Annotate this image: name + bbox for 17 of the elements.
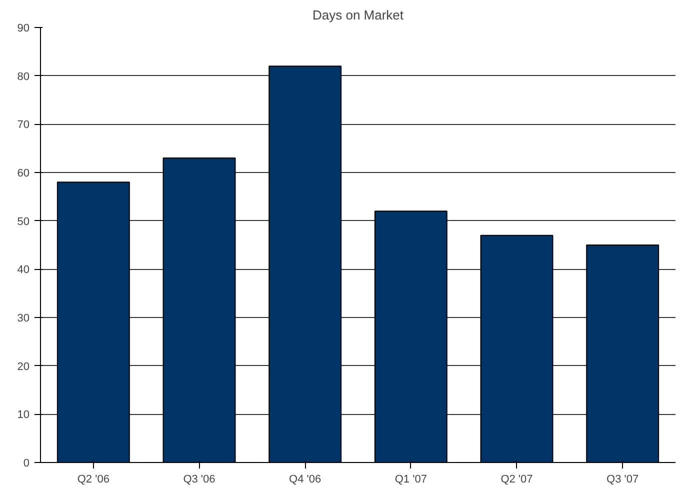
chart-title: Days on Market [312, 8, 404, 22]
x-tick-label: Q3 '06 [183, 474, 216, 486]
x-tick-label: Q4 '06 [289, 474, 322, 486]
y-tick-label: 10 [17, 409, 30, 422]
x-tick-label: Q1 '07 [394, 474, 427, 486]
y-tick-label: 60 [17, 168, 30, 180]
x-tick-label: Q2 '06 [77, 474, 110, 486]
x-tick-label: Q3 '07 [606, 474, 639, 486]
x-tick-label: Q2 '07 [500, 474, 533, 486]
y-tick-label: 0 [23, 458, 30, 470]
y-tick-label: 30 [17, 312, 30, 324]
y-tick-label: 20 [17, 360, 30, 373]
y-tick-label: 40 [17, 264, 30, 276]
y-tick-label: 50 [17, 216, 30, 228]
y-tick-label: 90 [17, 22, 30, 34]
y-tick-label: 80 [17, 70, 30, 83]
y-tick-label: 70 [17, 119, 30, 132]
